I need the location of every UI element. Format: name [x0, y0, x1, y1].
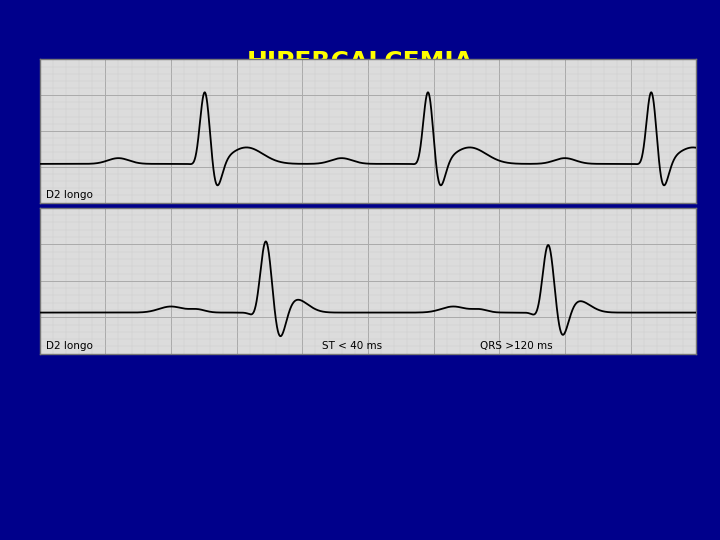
- Text: 0: 0: [541, 122, 546, 130]
- Text: D2 longo: D2 longo: [46, 341, 93, 351]
- Text: Diminuição ou até desaparecimento do segmento ST, aumento da: Diminuição ou até desaparecimento do seg…: [40, 103, 583, 119]
- Text: duração do PR e QRS, com encurtamento do QT e BAV 2: duração do PR e QRS, com encurtamento do…: [40, 130, 501, 145]
- Text: D2 longo: D2 longo: [46, 190, 93, 200]
- Text: HIPERCALCEMIA: HIPERCALCEMIA: [246, 50, 474, 74]
- Text: e 3: e 3: [510, 130, 541, 145]
- Text: QRS >120 ms: QRS >120 ms: [480, 341, 552, 351]
- Text: ST < 40 ms: ST < 40 ms: [322, 341, 382, 351]
- Text: 0: 0: [501, 122, 508, 130]
